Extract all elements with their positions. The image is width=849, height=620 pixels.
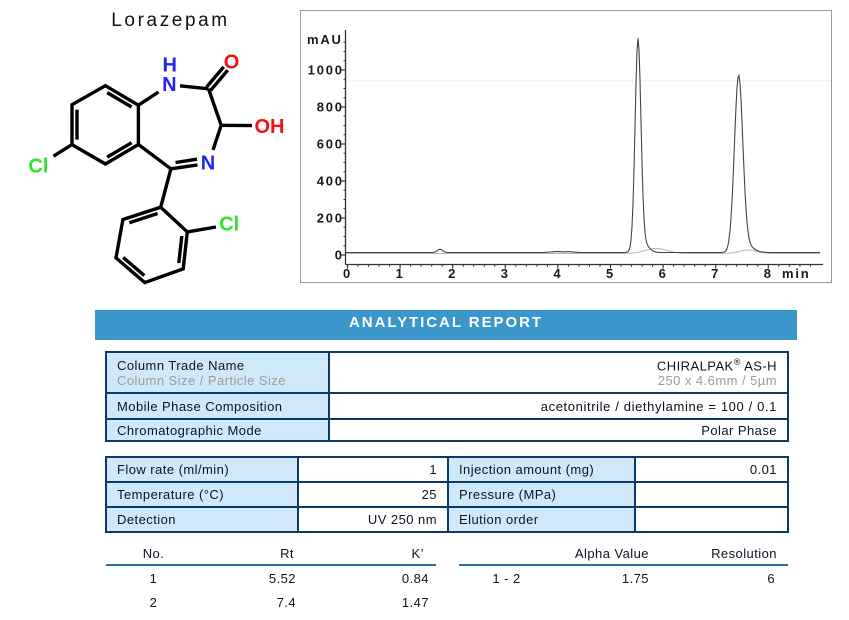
svg-text:mAU: mAU: [307, 32, 343, 47]
svg-text:400: 400: [317, 174, 344, 189]
svg-text:Cl: Cl: [28, 156, 48, 178]
svg-text:1000: 1000: [308, 63, 344, 78]
svg-text:0: 0: [343, 266, 352, 281]
svg-text:200: 200: [317, 211, 344, 226]
svg-text:5: 5: [606, 266, 615, 281]
svg-text:2: 2: [448, 266, 457, 281]
svg-text:O: O: [224, 52, 240, 74]
svg-text:600: 600: [317, 137, 344, 152]
svg-text:8: 8: [764, 266, 773, 281]
svg-text:0: 0: [335, 248, 344, 263]
svg-text:OH: OH: [255, 116, 285, 138]
svg-text:4: 4: [553, 266, 562, 281]
svg-text:3: 3: [501, 266, 510, 281]
svg-text:800: 800: [317, 100, 344, 115]
svg-text:N: N: [162, 74, 176, 96]
svg-text:H: H: [162, 55, 176, 77]
svg-text:7: 7: [711, 266, 720, 281]
svg-text:Cl: Cl: [219, 214, 239, 236]
svg-text:6: 6: [659, 266, 668, 281]
svg-text:min: min: [782, 266, 811, 281]
svg-text:N: N: [201, 152, 215, 174]
svg-text:1: 1: [396, 266, 405, 281]
